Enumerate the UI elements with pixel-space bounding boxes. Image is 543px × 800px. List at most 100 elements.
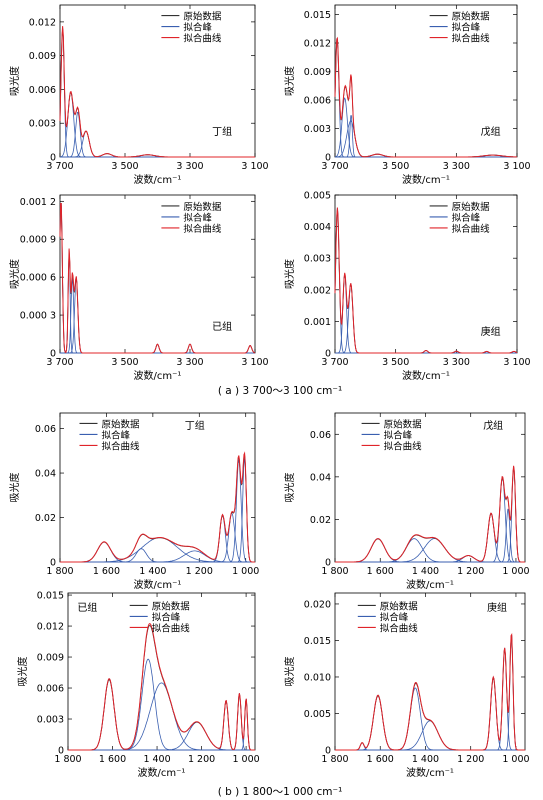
y-tick-label: 0.02 <box>35 513 56 524</box>
x-tick-label: 3 300 <box>443 357 470 368</box>
fit-curve <box>335 633 525 751</box>
x-tick-label: 3 700 <box>46 161 73 172</box>
legend-label-fit: 拟合曲线 <box>183 223 222 235</box>
legend-label-fit: 拟合曲线 <box>452 33 491 45</box>
fit-curve <box>59 26 255 158</box>
fitted-peak <box>60 277 255 354</box>
fitted-peak <box>60 343 255 354</box>
legend-label-fit: 拟合曲线 <box>152 622 191 634</box>
legend-label-raw: 原始数据 <box>102 418 141 430</box>
x-tick-label: 3 300 <box>443 161 470 172</box>
y-tick-label: 0.003 <box>29 119 56 130</box>
fitted-peak <box>335 273 517 354</box>
legend-label-fit: 拟合曲线 <box>384 440 423 452</box>
x-tick-label: 3 700 <box>321 161 348 172</box>
x-tick-label: 3 100 <box>241 357 268 368</box>
raw-data-line <box>335 635 525 751</box>
plot-frame <box>334 412 526 563</box>
y-axis-label: 吸光度 <box>8 473 21 503</box>
y-tick-label: 0.020 <box>304 599 331 610</box>
legend-label-fit: 拟合曲线 <box>102 440 141 452</box>
x-tick-label: 3 700 <box>321 357 348 368</box>
y-tick-label: 0.002 <box>304 285 331 296</box>
x-tick-label: 1 000 <box>502 566 529 577</box>
y-tick-label: 0.006 <box>37 684 64 695</box>
panels: 3 700 3 500 3 300 3 100 0 0.003 0.006 0.009 0.01… <box>8 4 531 779</box>
y-tick-label: 0.06 <box>310 430 331 441</box>
legend-label-peak: 拟合峰 <box>152 611 181 623</box>
y-tick-label: 0.02 <box>310 515 331 526</box>
fit-curve <box>335 465 525 563</box>
x-tick-label: 1 200 <box>457 566 484 577</box>
y-tick-label: 0.009 <box>29 51 56 62</box>
y-tick-label: 0.06 <box>35 424 56 435</box>
y-tick-label: 0.001 2 <box>20 197 56 208</box>
y-axis-label: 吸光度 <box>16 657 29 687</box>
x-axis-label: 波数/cm⁻¹ <box>406 766 454 779</box>
fit-curve <box>60 451 255 563</box>
y-tick-label: 0.04 <box>310 472 331 483</box>
fitted-peak <box>334 39 517 158</box>
x-tick-label: 1 600 <box>99 754 126 765</box>
legend-label-raw: 原始数据 <box>384 418 423 430</box>
x-axis-label: 波数/cm⁻¹ <box>134 578 182 591</box>
y-axis-label: 吸光度 <box>283 473 296 503</box>
x-tick-label: 1 600 <box>93 566 120 577</box>
legend-label-peak: 拟合峰 <box>102 429 131 441</box>
x-tick-label: 1 400 <box>412 754 439 765</box>
x-tick-label: 1 200 <box>457 754 484 765</box>
x-tick-label: 3 300 <box>176 357 203 368</box>
fitted-peak <box>335 647 525 751</box>
fitted-peak <box>68 678 255 751</box>
raw-data-line <box>335 467 525 563</box>
y-tick-label: 0 <box>50 153 56 164</box>
y-tick-label: 0 <box>325 746 331 757</box>
y-tick-label: 0.003 <box>304 254 331 265</box>
panel-a-ding: 3 700 3 500 3 300 3 100 0 0.003 0.006 0.009 0.01… <box>8 4 269 186</box>
group-label: 庚组 <box>487 601 507 614</box>
fitted-peak <box>335 694 525 751</box>
panel-b-ding: 1 800 1 600 1 400 1 200 1 000 0 0.02 0.04 0.06 波数… <box>8 412 259 591</box>
fitted-peak <box>335 283 517 354</box>
y-tick-label: 0.003 <box>37 715 64 726</box>
fitted-peak <box>60 251 255 354</box>
y-tick-label: 0.015 <box>304 636 331 647</box>
fitted-peak <box>59 91 255 158</box>
x-tick-label: 1 200 <box>186 566 213 577</box>
group-label: 庚组 <box>481 325 501 338</box>
fit-curve <box>59 203 256 354</box>
y-tick-label: 0.010 <box>304 672 331 683</box>
x-tick-label: 3 500 <box>111 161 138 172</box>
x-tick-label: 1 800 <box>46 566 73 577</box>
y-tick-label: 0 <box>58 746 64 757</box>
legend-label-raw: 原始数据 <box>380 600 419 612</box>
y-tick-label: 0.001 <box>304 317 331 328</box>
fitted-peak <box>335 634 525 751</box>
fitted-peak <box>68 721 255 751</box>
y-tick-label: 0.006 <box>29 85 56 96</box>
x-tick-label: 1 800 <box>321 754 348 765</box>
y-tick-label: 0.012 <box>37 622 64 633</box>
panel-b-wu: 1 800 1 600 1 400 1 200 1 000 0 0.02 0.04 0.06 波数… <box>283 412 530 591</box>
x-axis-label: 波数/cm⁻¹ <box>134 173 182 186</box>
panel-b-geng: 1 800 1 600 1 400 1 200 1 000 0 0.005 0.010 0.01… <box>283 592 530 779</box>
y-tick-label: 0.005 <box>304 191 331 202</box>
legend-label-raw: 原始数据 <box>183 201 222 213</box>
panel-a-ji: 3 700 3 500 3 300 3 100 0 0.000 3 0.000 6 0.000… <box>8 194 269 382</box>
x-tick-label: 3 100 <box>503 357 530 368</box>
y-axis-label: 吸光度 <box>283 66 296 96</box>
x-axis-label: 波数/cm⁻¹ <box>402 369 450 382</box>
x-tick-label: 3 100 <box>241 161 268 172</box>
panel-a-wu: 3 700 3 500 3 300 3 100 0 0.003 0.006 0.009 0.01… <box>283 4 531 186</box>
y-tick-label: 0.04 <box>35 469 56 480</box>
x-tick-label: 3 500 <box>382 357 409 368</box>
panel-b-ji: 1 800 1 600 1 400 1 200 1 000 0 0.003 0.006 0.00… <box>16 591 260 779</box>
legend-label-peak: 拟合峰 <box>380 611 409 623</box>
y-tick-label: 0 <box>325 349 331 360</box>
fitted-peak <box>60 457 255 563</box>
group-label: 丁组 <box>185 419 205 432</box>
panel-a-geng: 3 700 3 500 3 300 3 100 0 0.001 0.002 0.003 0.00… <box>283 191 531 383</box>
fit-curve <box>68 623 255 751</box>
legend-label-peak: 拟合峰 <box>452 22 481 34</box>
